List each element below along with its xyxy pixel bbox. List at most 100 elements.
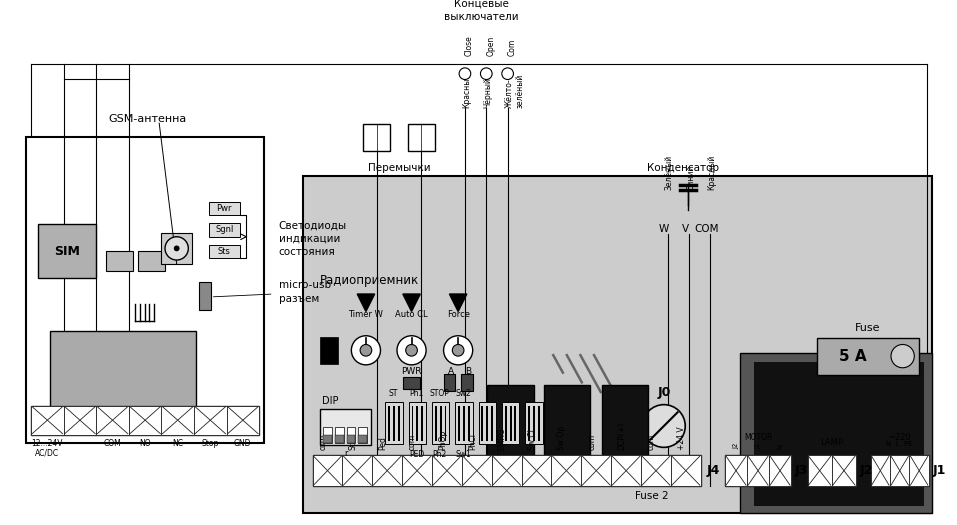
Bar <box>491 406 493 440</box>
Text: Start: Start <box>348 431 357 450</box>
Bar <box>403 377 420 389</box>
Circle shape <box>501 68 514 79</box>
Text: Красный: Красный <box>462 72 471 108</box>
Bar <box>538 406 540 440</box>
Bar <box>468 406 470 440</box>
Text: GSM-антенна: GSM-антенна <box>108 114 187 124</box>
Text: Синий: Синий <box>686 165 695 190</box>
Bar <box>444 374 456 391</box>
Text: PWR: PWR <box>401 367 422 376</box>
Text: Чёрный: Чёрный <box>483 77 492 108</box>
Bar <box>31 406 259 435</box>
Bar <box>358 427 367 443</box>
Bar <box>358 435 367 443</box>
Bar <box>817 338 919 374</box>
Bar <box>323 435 332 443</box>
Bar <box>412 406 413 440</box>
Text: Радиоприемник: Радиоприемник <box>321 274 419 287</box>
Text: Open: Open <box>486 36 496 56</box>
Bar <box>313 455 701 486</box>
Bar <box>445 406 447 440</box>
Circle shape <box>642 405 685 447</box>
Text: com: com <box>408 434 417 450</box>
Bar <box>162 406 194 435</box>
Bar <box>209 223 240 237</box>
Bar <box>551 455 581 486</box>
Bar <box>890 455 909 486</box>
Text: PED: PED <box>409 450 424 459</box>
Text: SIM: SIM <box>54 245 80 258</box>
Text: MOTOR: MOTOR <box>744 433 772 442</box>
Bar <box>754 362 924 506</box>
Text: NC: NC <box>172 438 183 448</box>
Bar <box>612 455 641 486</box>
Bar <box>346 435 355 443</box>
Text: Close: Close <box>465 36 474 56</box>
Bar <box>51 331 196 418</box>
Text: Концевые
выключатели: Концевые выключатели <box>444 0 519 22</box>
Circle shape <box>891 344 914 368</box>
Text: PhOp: PhOp <box>438 430 447 450</box>
Bar <box>416 406 418 440</box>
Text: J2: J2 <box>860 464 874 477</box>
Bar <box>769 455 791 486</box>
Circle shape <box>397 336 426 365</box>
Text: J2: J2 <box>733 443 739 449</box>
Text: Auto CL: Auto CL <box>395 310 428 319</box>
Bar <box>138 251 165 271</box>
Bar <box>432 402 450 445</box>
Text: COM: COM <box>695 224 719 234</box>
Bar <box>487 385 534 455</box>
Text: Fuse 2: Fuse 2 <box>635 491 669 501</box>
Bar <box>504 406 506 440</box>
Bar <box>209 202 240 215</box>
Bar <box>434 406 436 440</box>
Bar <box>26 137 264 443</box>
Bar <box>458 406 460 440</box>
Text: micro-usb
разъем: micro-usb разъем <box>278 280 331 303</box>
Text: A: A <box>448 367 455 376</box>
Text: J1: J1 <box>933 464 946 477</box>
Text: W: W <box>658 224 669 234</box>
Bar <box>747 455 769 486</box>
Text: EMRG: EMRG <box>498 428 506 450</box>
Text: STOP: STOP <box>430 389 450 398</box>
Bar <box>808 455 857 486</box>
Bar <box>129 406 162 435</box>
Text: Конденсатор: Конденсатор <box>647 163 720 173</box>
Bar <box>544 385 590 455</box>
Circle shape <box>444 336 473 365</box>
Bar <box>343 455 372 486</box>
Polygon shape <box>450 294 467 311</box>
Bar <box>209 245 240 258</box>
Bar <box>525 402 543 445</box>
Bar <box>671 455 701 486</box>
Text: ST: ST <box>389 389 398 398</box>
Bar <box>302 175 932 513</box>
Text: Fuse: Fuse <box>855 323 880 333</box>
Bar <box>528 406 530 440</box>
Polygon shape <box>403 294 420 311</box>
Bar <box>421 406 423 440</box>
Bar <box>641 455 671 486</box>
Bar <box>38 224 96 278</box>
Bar <box>97 406 129 435</box>
Bar <box>335 435 344 443</box>
Text: Sw1: Sw1 <box>456 450 471 459</box>
Circle shape <box>351 336 381 365</box>
Text: Sw2: Sw2 <box>456 389 471 398</box>
Text: LAMP: LAMP <box>820 438 843 447</box>
Text: Sw Cl: Sw Cl <box>527 429 537 450</box>
Text: Force: Force <box>447 310 470 319</box>
Text: ~220: ~220 <box>888 433 911 442</box>
Text: Ped: Ped <box>378 436 388 450</box>
Text: Ph2: Ph2 <box>433 450 447 459</box>
Bar <box>321 337 338 364</box>
Bar <box>227 406 259 435</box>
Bar <box>509 406 511 440</box>
Bar <box>478 402 496 445</box>
Text: Ph1: Ph1 <box>410 389 424 398</box>
Bar <box>321 408 370 445</box>
Text: N  L  PE: N L PE <box>886 442 913 447</box>
Bar <box>386 402 403 445</box>
